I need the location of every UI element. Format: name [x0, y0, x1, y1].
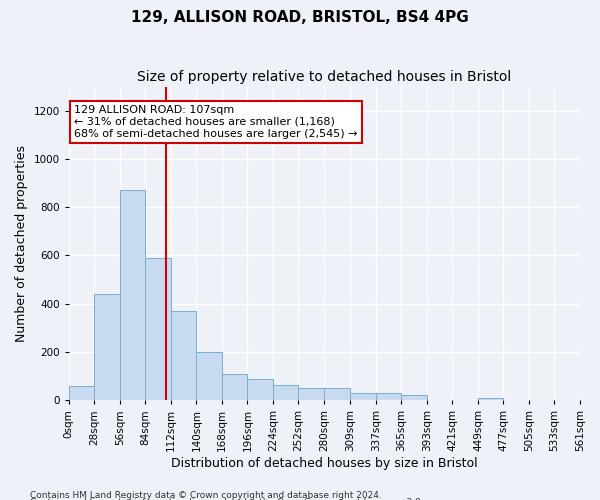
Text: 129, ALLISON ROAD, BRISTOL, BS4 4PG: 129, ALLISON ROAD, BRISTOL, BS4 4PG — [131, 10, 469, 25]
Bar — [401, 396, 427, 400]
Bar — [376, 393, 401, 400]
Y-axis label: Number of detached properties: Number of detached properties — [15, 145, 28, 342]
Bar — [120, 190, 145, 400]
Bar — [324, 388, 350, 400]
Bar — [145, 258, 171, 400]
Title: Size of property relative to detached houses in Bristol: Size of property relative to detached ho… — [137, 70, 512, 84]
Bar — [171, 311, 196, 400]
Bar — [196, 352, 222, 401]
Text: 129 ALLISON ROAD: 107sqm
← 31% of detached houses are smaller (1,168)
68% of sem: 129 ALLISON ROAD: 107sqm ← 31% of detach… — [74, 106, 358, 138]
Text: Contains public sector information licensed under the Open Government Licence v3: Contains public sector information licen… — [30, 498, 424, 500]
Bar — [273, 384, 298, 400]
Bar — [478, 398, 503, 400]
Bar — [94, 294, 120, 401]
Bar — [69, 386, 94, 400]
Text: Contains HM Land Registry data © Crown copyright and database right 2024.: Contains HM Land Registry data © Crown c… — [30, 490, 382, 500]
X-axis label: Distribution of detached houses by size in Bristol: Distribution of detached houses by size … — [171, 457, 478, 470]
Bar — [247, 378, 273, 400]
Bar — [298, 388, 324, 400]
Bar — [350, 393, 376, 400]
Bar — [222, 374, 247, 400]
